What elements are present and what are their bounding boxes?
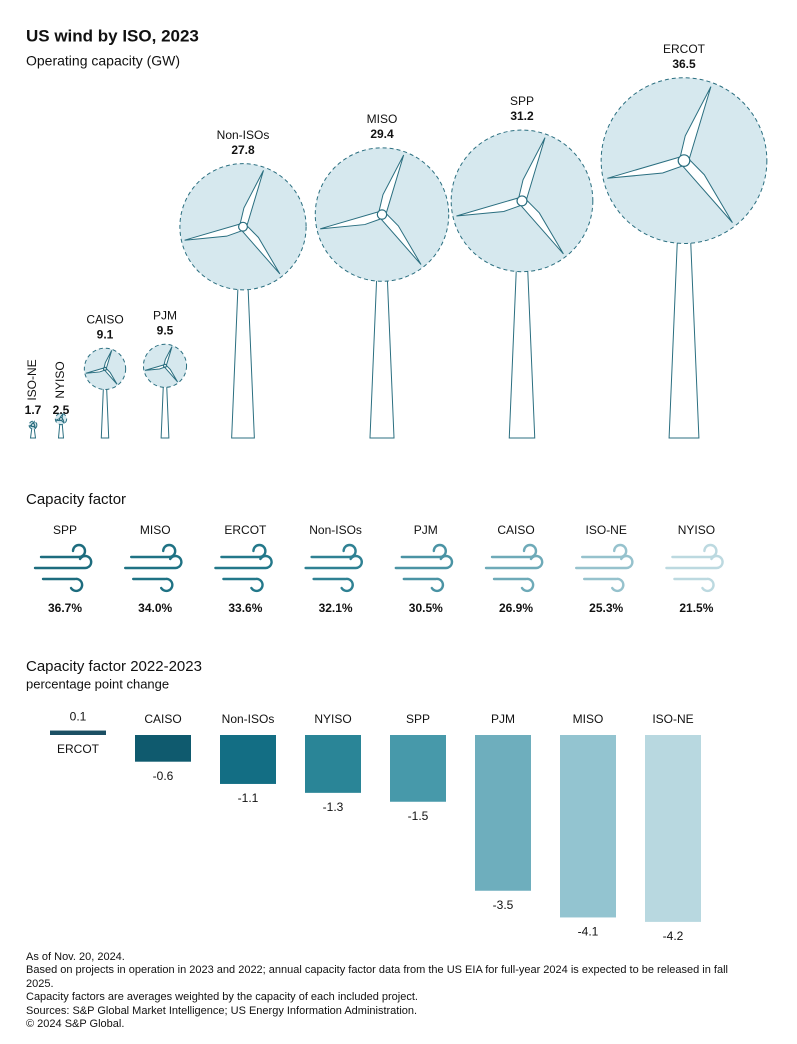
hub — [102, 366, 108, 371]
category-label: PJM — [153, 308, 177, 322]
hub — [376, 209, 388, 220]
category-label: SPP — [510, 94, 534, 108]
category-label: ISO-NE — [25, 359, 39, 400]
bar — [135, 735, 191, 762]
category-label: NYISO — [53, 361, 67, 398]
value-label: 30.5% — [409, 601, 443, 615]
category-label: CAISO — [86, 312, 123, 326]
category-label: ISO-NE — [586, 523, 627, 537]
category-label: SPP — [406, 712, 430, 726]
note: Based on projects in operation in 2023 a… — [26, 964, 728, 990]
value-label: -4.1 — [578, 925, 599, 939]
hub — [237, 221, 249, 232]
value-label: -0.6 — [153, 769, 174, 783]
value-label: 29.4 — [370, 127, 394, 141]
bar — [560, 735, 616, 918]
category-label: ISO-NE — [652, 712, 693, 726]
value-label: 0.1 — [70, 710, 87, 724]
chart: US wind by ISO, 2023 Operating capacity … — [25, 26, 768, 943]
value-label: 36.7% — [48, 601, 82, 615]
category-label: ERCOT — [663, 42, 706, 56]
chart-subtitle: Operating capacity (GW) — [26, 53, 180, 69]
note: Capacity factors are averages weighted b… — [26, 991, 418, 1004]
section-subtitle: percentage point change — [26, 676, 169, 691]
category-label: Non-ISOs — [309, 523, 362, 537]
value-label: 25.3% — [589, 601, 623, 615]
section-title: Capacity factor — [26, 491, 126, 508]
value-label: 33.6% — [228, 601, 262, 615]
category-label: NYISO — [678, 523, 715, 537]
bar — [305, 735, 361, 793]
section-title: Capacity factor 2022-2023 — [26, 658, 202, 675]
category-label: ERCOT — [57, 742, 100, 756]
category-label: ERCOT — [224, 523, 267, 537]
category-label: NYISO — [314, 712, 351, 726]
value-label: -1.3 — [323, 800, 344, 814]
value-label: 21.5% — [679, 601, 713, 615]
wind-icon — [394, 543, 454, 593]
category-label: MISO — [140, 523, 171, 537]
value-label: -1.1 — [238, 791, 259, 805]
bar — [390, 735, 446, 802]
value-label: 34.0% — [138, 601, 172, 615]
chart-title: US wind by ISO, 2023 — [26, 26, 199, 45]
value-label: 9.5 — [157, 323, 174, 337]
value-label: 27.8 — [231, 143, 255, 157]
notes: As of Nov. 20, 2024. Based on projects in… — [26, 951, 746, 1031]
category-label: MISO — [573, 712, 604, 726]
value-label: 26.9% — [499, 601, 533, 615]
category-label: CAISO — [144, 712, 181, 726]
note: © 2024 S&P Global. — [26, 1018, 125, 1031]
bar — [50, 730, 106, 735]
hub — [677, 154, 691, 167]
value-label: 31.2 — [510, 109, 534, 123]
note: As of Nov. 20, 2024. — [26, 951, 125, 963]
hub — [58, 416, 64, 422]
value-label: -4.2 — [663, 929, 684, 943]
value-label: 9.1 — [97, 327, 114, 341]
wind-icon — [124, 543, 183, 593]
value-label: -3.5 — [493, 898, 514, 912]
category-label: PJM — [414, 523, 438, 537]
bar — [645, 735, 701, 922]
hub — [516, 195, 528, 207]
value-label: 32.1% — [319, 601, 353, 615]
wind-icon — [304, 543, 363, 593]
category-label: CAISO — [497, 523, 534, 537]
category-label: Non-ISOs — [217, 128, 270, 142]
value-label: -1.5 — [408, 809, 429, 823]
wind-icon — [484, 543, 544, 593]
wind-icon — [214, 543, 273, 593]
bar — [220, 735, 276, 784]
wind-icon — [665, 543, 724, 593]
bar — [475, 735, 531, 891]
hub — [30, 422, 36, 428]
category-label: SPP — [53, 523, 77, 537]
hub — [162, 363, 168, 368]
value-label: 1.7 — [25, 403, 42, 417]
wind-icon — [575, 543, 634, 593]
value-label: 36.5 — [672, 57, 696, 71]
category-label: PJM — [491, 712, 515, 726]
category-label: Non-ISOs — [222, 712, 275, 726]
wind-icon — [33, 543, 93, 593]
value-label: 2.5 — [53, 403, 70, 417]
category-label: MISO — [367, 112, 398, 126]
note: Sources: S&P Global Market Intelligence;… — [26, 1004, 418, 1017]
